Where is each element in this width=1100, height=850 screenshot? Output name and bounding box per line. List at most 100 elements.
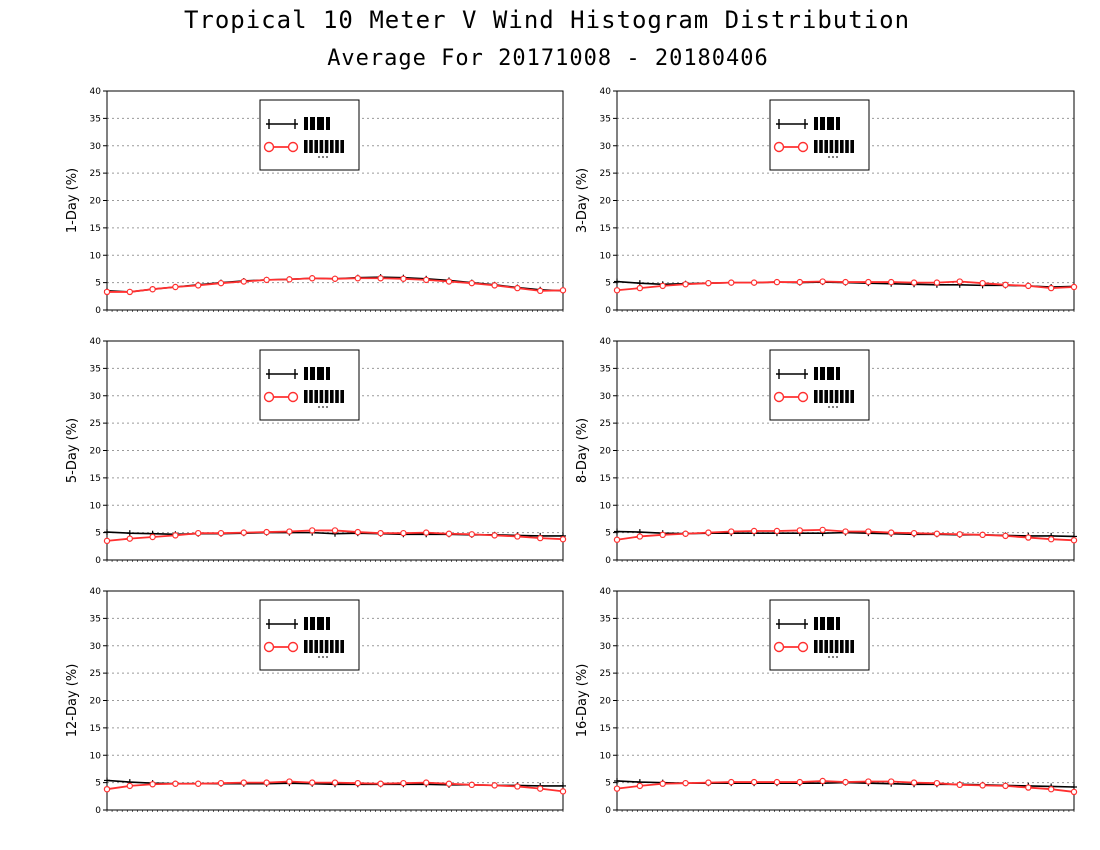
legend-label-2-glyph	[304, 640, 308, 653]
series-2-point	[559, 287, 567, 294]
legend-label-2-glyph	[840, 640, 844, 653]
series-2-point	[728, 528, 735, 535]
series-2-point	[309, 275, 316, 282]
y-tick-label: 20	[90, 447, 102, 457]
series-2-point	[613, 785, 621, 792]
legend-label-2-glyph	[850, 390, 854, 403]
series-2-point	[613, 287, 621, 294]
series-2-point	[773, 778, 781, 786]
series-2-point	[309, 527, 316, 534]
series-2-point	[126, 535, 134, 542]
series-2-point	[194, 780, 202, 787]
series-2-point	[400, 529, 407, 537]
y-tick-label: 5	[605, 529, 611, 539]
series-2-point	[445, 278, 453, 285]
series-2-point	[468, 531, 475, 538]
legend-circle-icon	[773, 141, 785, 153]
series-2-point	[842, 278, 849, 286]
series-1-point	[560, 782, 566, 789]
series-2-point	[1070, 788, 1078, 796]
legend-label-1-glyph	[310, 617, 315, 630]
legend-label-1-glyph	[326, 617, 330, 630]
y-tick-label: 10	[600, 251, 612, 261]
series-1-point	[104, 529, 110, 536]
series-2-point	[194, 282, 202, 289]
series-2-point	[331, 779, 339, 786]
legend-label-2-glyph	[335, 640, 339, 653]
legend-label-2-glyph	[324, 140, 329, 153]
y-axis-label: 12-Day (%)	[65, 664, 80, 738]
series-2-point	[636, 284, 644, 292]
legend-box	[769, 349, 870, 421]
series-2-point	[773, 278, 781, 286]
legend-label-2-glyph	[850, 140, 854, 153]
legend-label-2-glyph	[840, 140, 844, 153]
y-tick-label: 25	[600, 169, 611, 179]
series-2-point	[1025, 534, 1032, 541]
y-tick-label: 10	[90, 751, 102, 761]
series-2-point	[910, 779, 918, 786]
series-2-point	[331, 275, 339, 282]
series-2-point	[309, 779, 316, 786]
y-axis-label: 1-Day (%)	[65, 168, 80, 233]
y-tick-label: 25	[90, 669, 101, 679]
y-tick-label: 30	[600, 142, 612, 152]
chart-title: Tropical 10 Meter V Wind Histogram Distr…	[183, 6, 911, 34]
chart-subtitle: Average For 20171008 - 20180406	[327, 46, 769, 71]
plot-frame	[106, 590, 564, 811]
legend-label-2-glyph	[819, 140, 823, 153]
legend-label-1-glyph	[836, 367, 840, 380]
series-2-point	[537, 534, 544, 542]
legend-circle-icon	[773, 391, 785, 403]
panel-4: 0 5 10 15 20 25 30 35 40 8-Day (%)	[575, 337, 1078, 566]
y-tick-label: 5	[95, 779, 101, 789]
series-2-point	[728, 279, 735, 286]
y-tick-label: 40	[600, 337, 612, 347]
y-tick-label: 15	[90, 724, 101, 734]
series-2-point	[705, 279, 712, 287]
y-tick-label: 20	[600, 197, 612, 207]
legend-label-1-glyph	[326, 117, 330, 130]
series-2-point	[537, 287, 544, 295]
y-axis-label: 3-Day (%)	[575, 168, 590, 233]
legend-box	[769, 599, 870, 671]
y-tick-label: 30	[90, 642, 102, 652]
series-1-point	[104, 777, 110, 784]
series-2-point	[933, 779, 941, 787]
series-2-point	[1025, 282, 1032, 290]
series-2-point	[1070, 283, 1078, 291]
series-2-point	[796, 527, 804, 534]
legend-label-2-glyph	[814, 140, 818, 153]
series-2-point	[240, 529, 247, 536]
y-tick-label: 5	[605, 279, 611, 289]
plot-frame	[106, 90, 564, 311]
y-tick-label: 25	[90, 169, 101, 179]
series-2-point	[750, 279, 758, 286]
legend-label-2-glyph	[829, 640, 834, 653]
series-2-point	[888, 278, 895, 286]
series-2-point	[636, 533, 644, 540]
legend-box	[259, 349, 360, 421]
series-2-point	[559, 535, 567, 543]
y-tick-label: 35	[600, 364, 611, 374]
y-tick-label: 0	[95, 306, 101, 316]
legend-label-2-glyph	[319, 640, 324, 653]
y-tick-label: 15	[600, 724, 611, 734]
series-2-point	[956, 278, 963, 285]
legend-label-2-glyph	[834, 140, 839, 153]
y-tick-label: 40	[90, 587, 102, 597]
panel-1: 0 5 10 15 20 25 30 35 40 1-Day (%)	[65, 87, 567, 316]
series-2-point	[979, 782, 986, 789]
series-2-point	[819, 526, 826, 534]
series-2-point	[819, 278, 826, 285]
legend-label-2-glyph	[829, 140, 834, 153]
series-2-point	[750, 527, 758, 535]
y-tick-label: 40	[90, 337, 102, 347]
y-tick-label: 0	[605, 306, 611, 316]
plot-frame	[106, 340, 564, 561]
series-2-point	[217, 529, 225, 537]
series-2-point	[956, 781, 963, 789]
series-1-point	[614, 777, 620, 784]
legend-label-2-glyph	[314, 640, 318, 653]
y-tick-label: 15	[90, 474, 101, 484]
